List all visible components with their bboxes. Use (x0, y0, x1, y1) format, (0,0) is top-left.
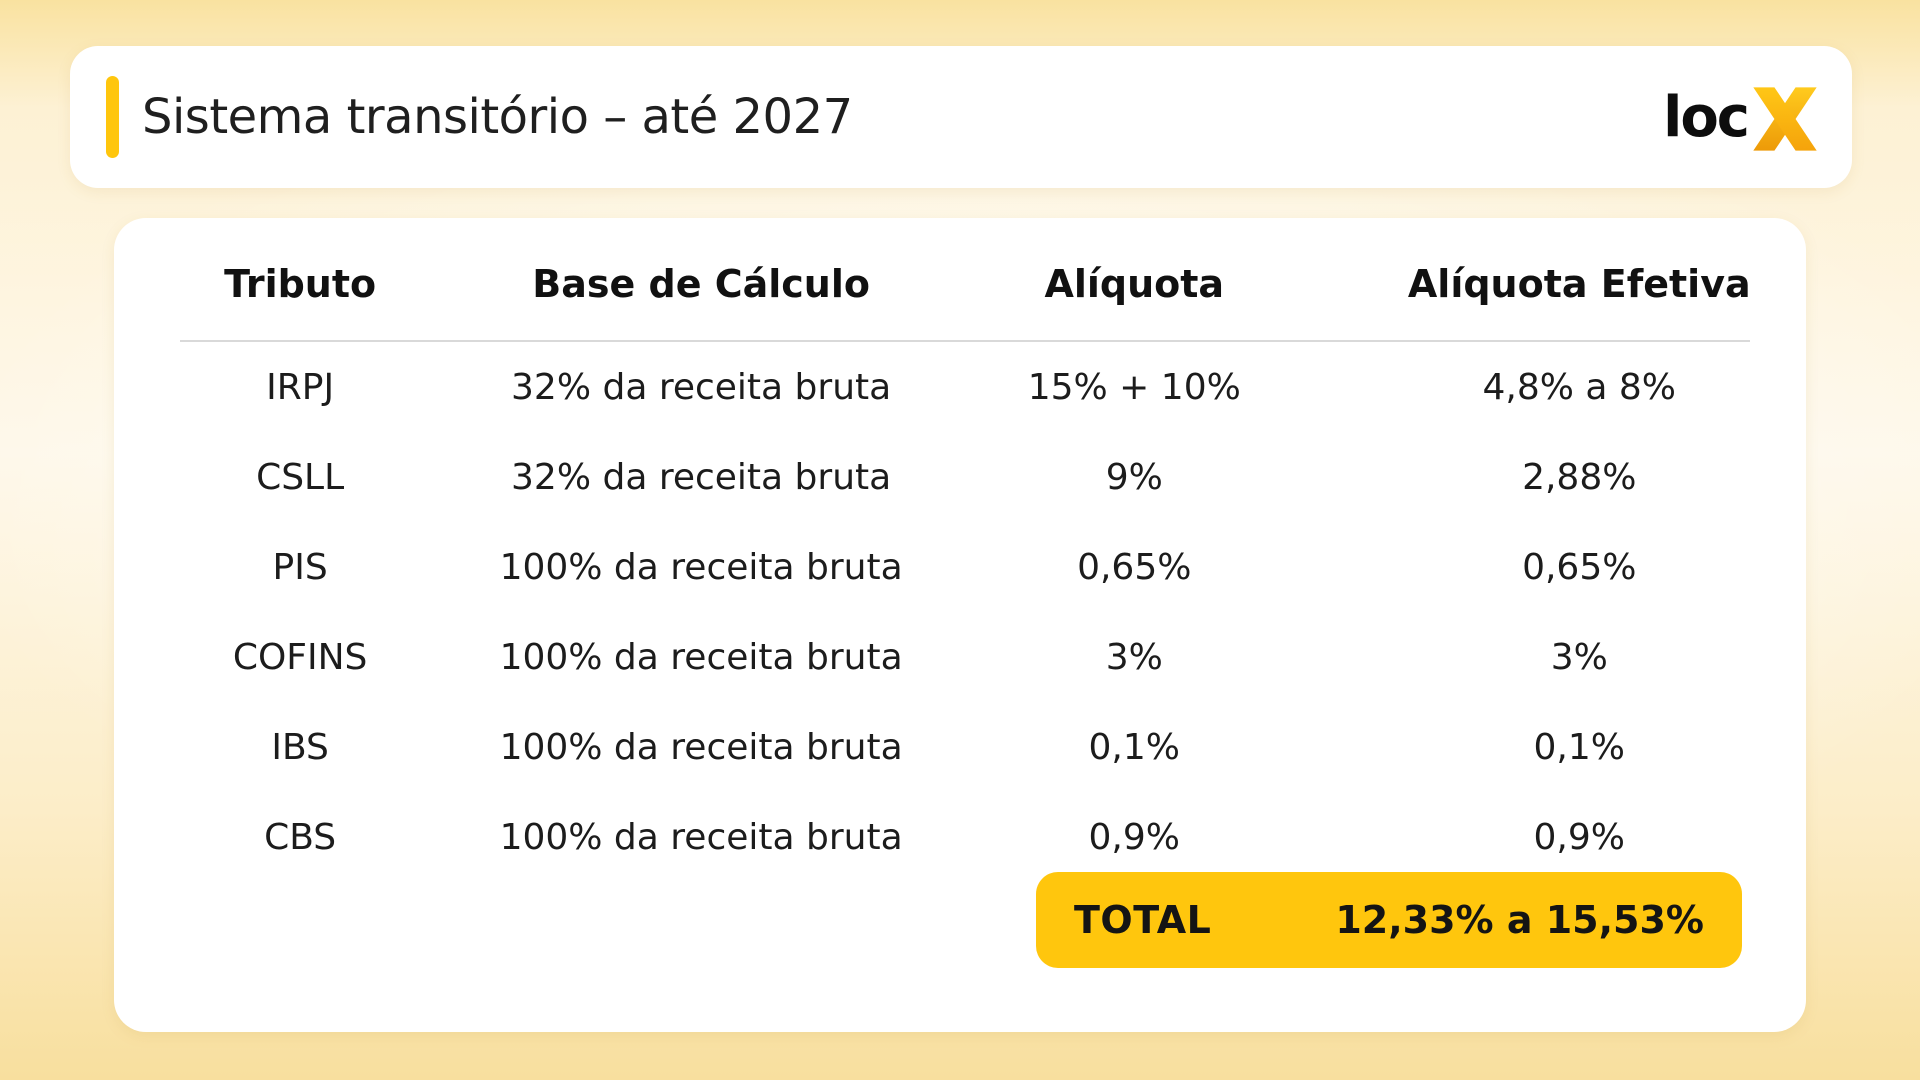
table-header-row: Tributo Base de Cálculo Alíquota Alíquot… (114, 218, 1806, 340)
cell-tributo: CBS (264, 816, 337, 858)
total-value: 12,33% a 15,53% (1335, 898, 1704, 942)
title-accent-bar (106, 76, 119, 158)
cell-tributo: CSLL (256, 456, 345, 498)
table-row-pis: PIS 100% da receita bruta 0,65% 0,65% (114, 522, 1806, 612)
cell-aliquota: 0,65% (1077, 546, 1192, 588)
cell-tributo: COFINS (232, 636, 368, 678)
total-label: TOTAL (1074, 898, 1212, 942)
cell-base: 100% da receita bruta (499, 546, 903, 588)
column-header-aliquota-efetiva: Alíquota Efetiva (1407, 262, 1751, 306)
table-row-irpj: IRPJ 32% da receita bruta 15% + 10% 4,8%… (114, 342, 1806, 432)
cell-efetiva: 4,8% a 8% (1482, 366, 1677, 408)
cell-aliquota: 3% (1105, 636, 1163, 678)
cell-efetiva: 0,1% (1533, 726, 1625, 768)
cell-base: 100% da receita bruta (499, 726, 903, 768)
cell-efetiva: 2,88% (1522, 456, 1637, 498)
cell-efetiva: 3% (1550, 636, 1608, 678)
column-header-tributo: Tributo (224, 262, 377, 306)
header-separator-line (180, 340, 1750, 342)
cell-aliquota: 15% + 10% (1027, 366, 1241, 408)
column-header-aliquota: Alíquota (1044, 262, 1225, 306)
cell-base: 100% da receita bruta (499, 816, 903, 858)
table-card: Tributo Base de Cálculo Alíquota Alíquot… (114, 218, 1806, 1032)
total-row: TOTAL 12,33% a 15,53% (1036, 872, 1742, 968)
header-card: Sistema transitório – até 2027 loc (70, 46, 1852, 188)
logo-x-icon (1753, 87, 1817, 151)
page-title: Sistema transitório – até 2027 (142, 89, 853, 145)
cell-tributo: IBS (271, 726, 329, 768)
table-row-csll: CSLL 32% da receita bruta 9% 2,88% (114, 432, 1806, 522)
locx-logo: loc (1663, 46, 1818, 188)
cell-base: 100% da receita bruta (499, 636, 903, 678)
table-row-cbs: CBS 100% da receita bruta 0,9% 0,9% (114, 792, 1806, 882)
cell-base: 32% da receita bruta (511, 366, 892, 408)
cell-tributo: IRPJ (266, 366, 335, 408)
cell-efetiva: 0,65% (1522, 546, 1637, 588)
cell-base: 32% da receita bruta (511, 456, 892, 498)
cell-tributo: PIS (272, 546, 328, 588)
cell-aliquota: 0,1% (1088, 726, 1180, 768)
cell-aliquota: 0,9% (1088, 816, 1180, 858)
table-row-cofins: COFINS 100% da receita bruta 3% 3% (114, 612, 1806, 702)
cell-efetiva: 0,9% (1533, 816, 1625, 858)
column-header-base-de-calculo: Base de Cálculo (532, 262, 870, 306)
table-row-ibs: IBS 100% da receita bruta 0,1% 0,1% (114, 702, 1806, 792)
logo-text: loc (1663, 84, 1750, 150)
cell-aliquota: 9% (1105, 456, 1163, 498)
